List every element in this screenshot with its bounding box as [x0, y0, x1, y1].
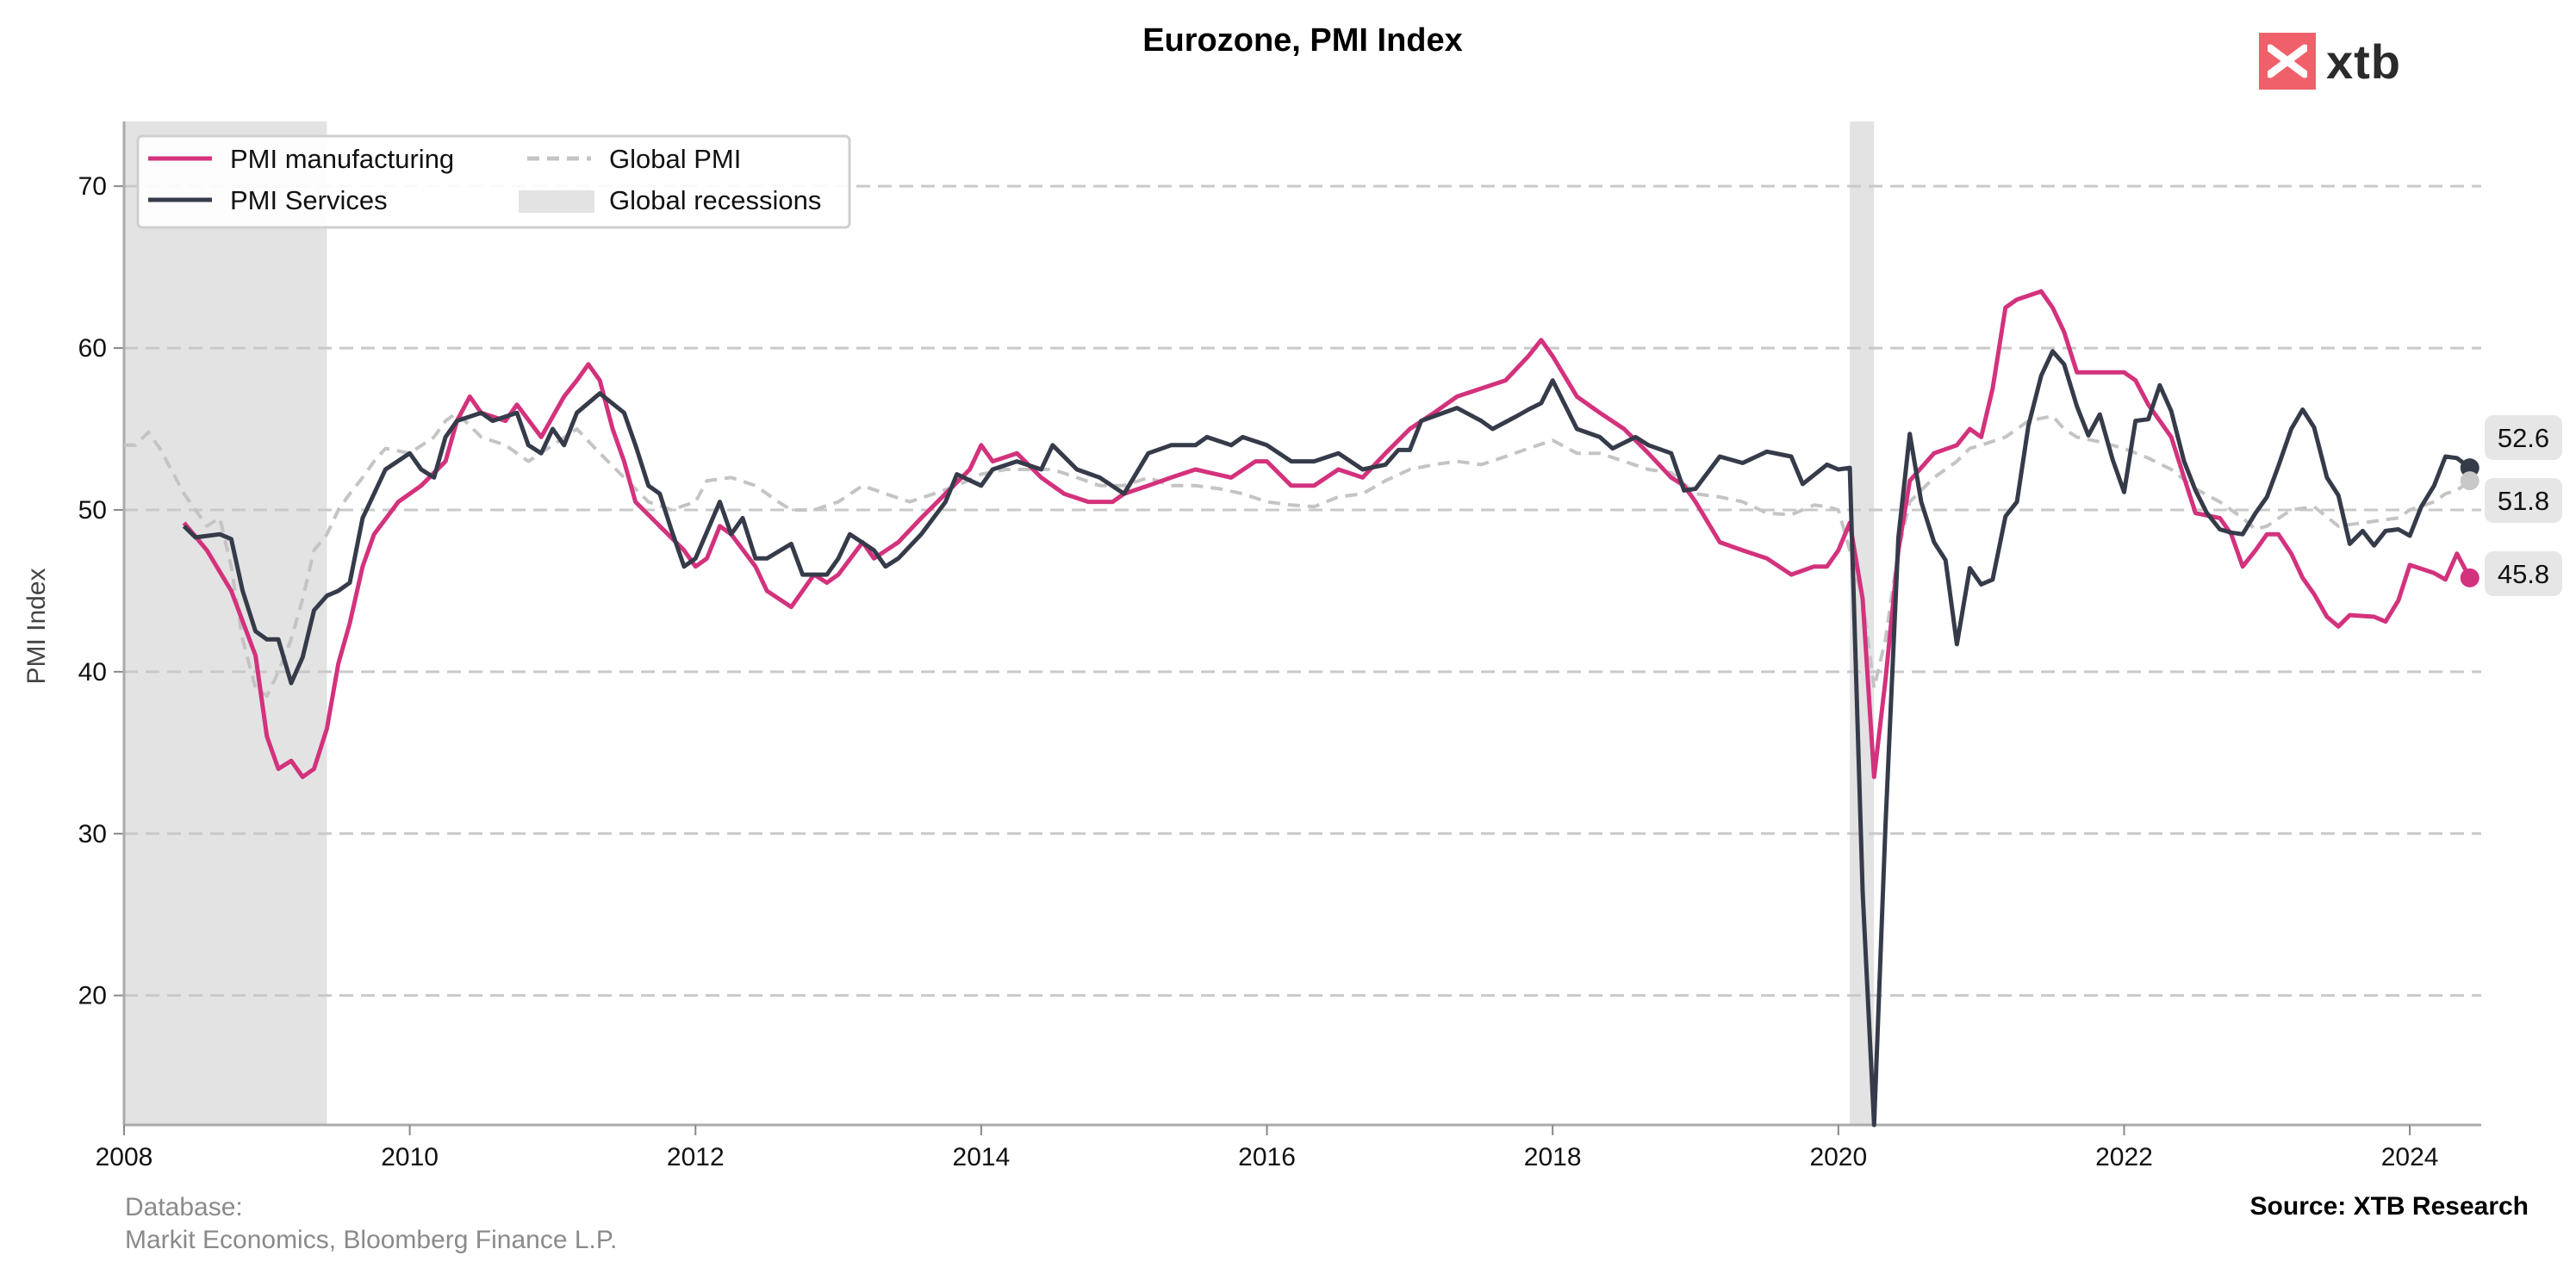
x-tick-label-2012: 2012 [667, 1143, 725, 1171]
database-note: Database: Markit Economics, Bloomberg Fi… [125, 1191, 617, 1257]
x-tick-label-2018: 2018 [1524, 1143, 1582, 1171]
xtb-logo-mark [2259, 33, 2316, 90]
axes: 20 30 40 50 60 70 2008 2010 2012 2014 2016 2018 2020… [78, 121, 2481, 1171]
source-note: Source: XTB Research [2249, 1192, 2529, 1221]
end-point-labels: 52.6 51.8 45.8 [2460, 415, 2562, 596]
series-line-pmi-manufacturing [182, 289, 2472, 780]
xtb-logo-text: xtb [2326, 34, 2401, 89]
recession-bands [124, 121, 1875, 1125]
x-tick-label-2014: 2014 [953, 1143, 1011, 1171]
x-tick-label-2010: 2010 [381, 1143, 439, 1171]
y-tick-label-50: 50 [78, 496, 107, 525]
x-tick-label-2016: 2016 [1238, 1143, 1296, 1171]
legend-label-services: PMI Services [230, 185, 388, 215]
y-tick-label-40: 40 [78, 658, 107, 687]
series-line-global-pmi [124, 411, 2471, 699]
legend-label-global: Global PMI [609, 144, 741, 174]
legend-frame [136, 134, 851, 229]
legend-label-recessions: Global recessions [609, 185, 821, 215]
chart-title: Eurozone, PMI Index [1142, 22, 1463, 59]
end-label-box-global-pmi [2485, 478, 2562, 523]
gridlines [124, 184, 2481, 997]
end-label-box-pmi-services [2485, 415, 2562, 460]
end-label-pmi-manufacturing: 45.8 [2498, 559, 2549, 589]
end-dot-global-pmi [2460, 471, 2480, 491]
y-tick-label-30: 30 [78, 820, 107, 848]
y-tick-label-60: 60 [78, 334, 107, 363]
series-lines [124, 289, 2472, 1128]
database-label: Database: [125, 1193, 243, 1221]
x-tick-label-2024: 2024 [2381, 1143, 2439, 1171]
y-tick-label-70: 70 [78, 172, 107, 201]
end-label-global-pmi: 51.8 [2498, 486, 2549, 516]
end-label-box-pmi-manufacturing [2485, 551, 2562, 596]
xtb-logo: xtb [2259, 33, 2401, 90]
legend-label-manufacturing: PMI manufacturing [230, 144, 454, 174]
end-label-pmi-services: 52.6 [2498, 423, 2549, 453]
database-value: Markit Economics, Bloomberg Finance L.P. [125, 1226, 618, 1254]
y-tick-label-20: 20 [78, 982, 107, 1010]
x-tick-label-2008: 2008 [96, 1143, 153, 1171]
legend: PMI manufacturing PMI Services Global PM… [136, 134, 851, 229]
end-dot-pmi-services [2460, 458, 2480, 478]
recession-band-0 [124, 121, 327, 1125]
x-tick-label-2022: 2022 [2095, 1143, 2153, 1171]
end-dot-pmi-manufacturing [2460, 568, 2480, 587]
series-line-pmi-services [182, 349, 2472, 1128]
x-tick-label-2020: 2020 [1809, 1143, 1867, 1171]
y-axis-label: PMI Index [22, 568, 51, 684]
legend-swatch-recessions [519, 190, 594, 213]
